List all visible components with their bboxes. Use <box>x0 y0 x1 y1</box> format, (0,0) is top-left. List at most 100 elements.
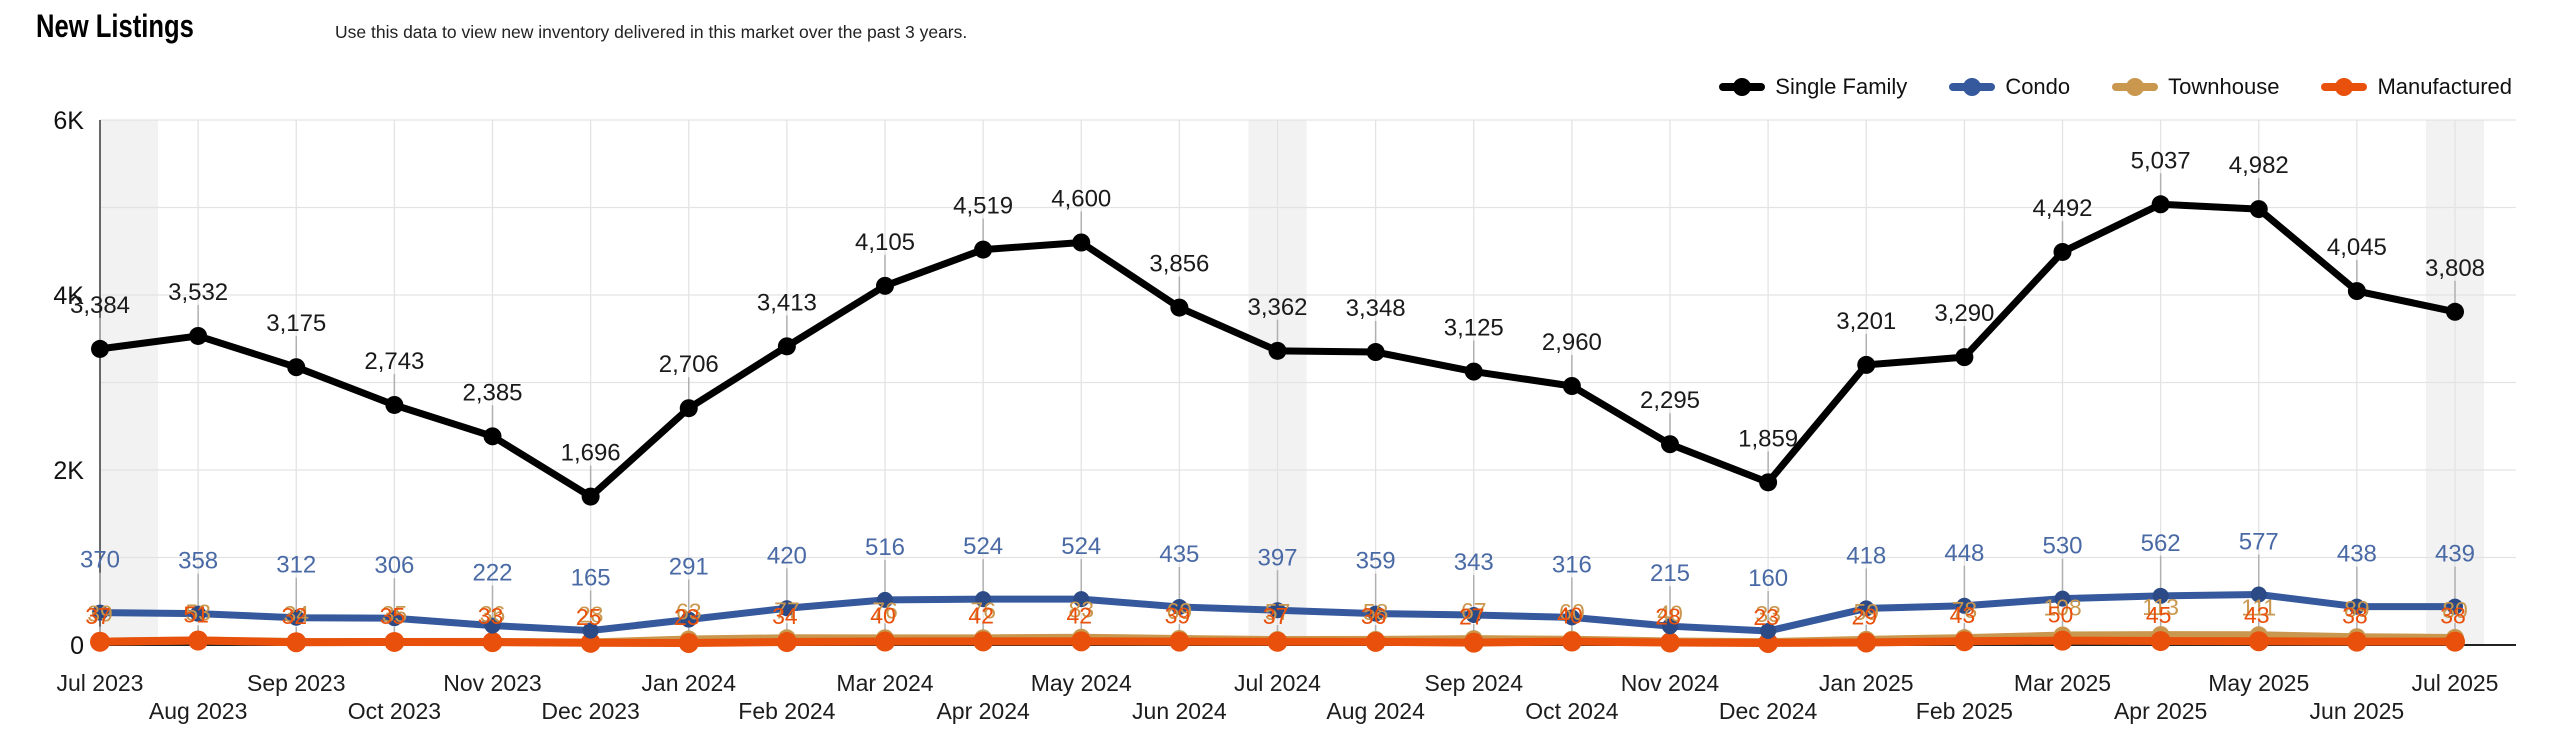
value-label-condo: 358 <box>178 548 218 575</box>
data-point-single-family[interactable] <box>1072 233 1091 252</box>
data-point-condo[interactable] <box>877 591 893 608</box>
data-point-condo[interactable] <box>92 604 108 621</box>
data-point-manufactured[interactable] <box>1660 632 1680 653</box>
data-point-condo[interactable] <box>2152 587 2169 604</box>
data-point-single-family[interactable] <box>1661 435 1679 454</box>
data-point-manufactured[interactable] <box>482 632 503 653</box>
data-point-manufactured[interactable] <box>1954 631 1975 652</box>
data-point-manufactured[interactable] <box>384 631 405 652</box>
data-point-single-family[interactable] <box>679 399 698 418</box>
data-point-single-family[interactable] <box>581 487 600 506</box>
data-point-single-family[interactable] <box>287 358 306 377</box>
data-point-condo[interactable] <box>386 610 403 627</box>
data-point-condo[interactable] <box>1662 618 1678 635</box>
data-point-single-family[interactable] <box>385 395 404 414</box>
data-point-condo[interactable] <box>2348 598 2365 615</box>
data-point-single-family[interactable] <box>1464 362 1483 381</box>
value-label-single-family: 4,600 <box>1051 186 1111 213</box>
data-point-manufactured[interactable] <box>90 631 110 652</box>
data-point-condo[interactable] <box>1563 609 1580 626</box>
data-point-condo[interactable] <box>2054 590 2071 607</box>
page-title: New Listings <box>36 8 194 44</box>
value-label-townhouse: 39 <box>87 601 113 627</box>
data-point-condo[interactable] <box>1760 623 1777 639</box>
data-point-single-family[interactable] <box>1562 377 1581 395</box>
value-label-townhouse: 33 <box>1755 601 1781 627</box>
data-point-single-family[interactable] <box>1366 343 1385 362</box>
data-point-condo[interactable] <box>680 611 697 628</box>
data-point-manufactured[interactable] <box>2346 631 2367 652</box>
data-point-manufactured[interactable] <box>1561 631 1582 652</box>
value-label-condo: 165 <box>571 565 611 592</box>
data-point-condo[interactable] <box>975 591 992 608</box>
legend-item-townhouse[interactable]: Townhouse <box>2112 74 2279 100</box>
data-point-condo[interactable] <box>1858 600 1875 617</box>
data-point-manufactured[interactable] <box>2445 631 2465 652</box>
data-point-manufactured[interactable] <box>188 630 209 651</box>
data-point-manufactured[interactable] <box>1463 632 1484 653</box>
data-point-single-family[interactable] <box>1268 341 1287 360</box>
x-axis-label: Dec 2023 <box>541 698 639 724</box>
data-point-single-family[interactable] <box>91 339 109 358</box>
data-point-single-family[interactable] <box>2151 195 2170 214</box>
data-point-condo[interactable] <box>484 617 501 634</box>
data-point-condo[interactable] <box>778 600 795 617</box>
data-point-single-family[interactable] <box>2249 200 2268 219</box>
data-point-manufactured[interactable] <box>1071 631 1092 652</box>
data-point-single-family[interactable] <box>974 240 993 259</box>
data-point-single-family[interactable] <box>189 326 208 345</box>
value-label-townhouse: 67 <box>1461 598 1487 624</box>
data-point-manufactured[interactable] <box>678 632 699 653</box>
value-label-condo: 524 <box>963 533 1003 560</box>
data-point-condo[interactable] <box>2447 598 2463 615</box>
data-point-manufactured[interactable] <box>1267 631 1288 652</box>
value-label-manufactured: 28 <box>1655 604 1681 630</box>
data-point-single-family[interactable] <box>1857 355 1876 374</box>
x-axis-label: Sep 2023 <box>247 670 345 696</box>
data-point-manufactured[interactable] <box>875 631 895 652</box>
legend-item-manufactured[interactable]: Manufactured <box>2321 74 2512 100</box>
data-point-single-family[interactable] <box>2446 302 2464 321</box>
legend-item-condo[interactable]: Condo <box>1949 74 2070 100</box>
data-point-manufactured[interactable] <box>1365 631 1386 652</box>
data-point-condo[interactable] <box>582 622 599 639</box>
data-point-single-family[interactable] <box>1759 473 1778 492</box>
x-axis-label: Aug 2024 <box>1326 698 1425 724</box>
data-point-manufactured[interactable] <box>973 631 994 652</box>
data-point-manufactured[interactable] <box>2150 631 2171 652</box>
data-point-condo[interactable] <box>1171 598 1188 615</box>
value-label-manufactured: 38 <box>2440 603 2466 629</box>
data-point-single-family[interactable] <box>2347 282 2366 301</box>
x-axis-label: May 2025 <box>2208 670 2309 696</box>
data-point-condo[interactable] <box>1073 591 1090 608</box>
data-point-single-family[interactable] <box>876 276 894 295</box>
data-point-manufactured[interactable] <box>1758 632 1779 653</box>
data-point-single-family[interactable] <box>1170 298 1189 317</box>
data-point-manufactured[interactable] <box>2052 630 2073 651</box>
data-point-condo[interactable] <box>288 609 305 626</box>
data-point-single-family[interactable] <box>1955 348 1974 367</box>
data-point-manufactured[interactable] <box>1856 632 1877 653</box>
data-point-condo[interactable] <box>1956 597 1973 614</box>
legend-item-single-family[interactable]: Single Family <box>1719 74 1907 100</box>
data-point-manufactured[interactable] <box>580 632 601 653</box>
data-point-single-family[interactable] <box>777 337 796 356</box>
data-point-condo[interactable] <box>1269 602 1286 619</box>
value-label-condo: 397 <box>1257 544 1297 571</box>
data-point-condo[interactable] <box>1367 605 1384 622</box>
data-point-manufactured[interactable] <box>1169 631 1190 652</box>
data-point-condo[interactable] <box>1465 606 1482 623</box>
value-label-manufactured: 51 <box>183 602 209 628</box>
data-point-condo[interactable] <box>190 605 207 622</box>
value-label-townhouse: 80 <box>2442 597 2468 623</box>
y-axis-label: 2K <box>53 457 84 485</box>
value-label-single-family: 4,105 <box>855 229 915 256</box>
value-label-manufactured: 32 <box>281 603 307 629</box>
data-point-manufactured[interactable] <box>776 632 797 653</box>
data-point-single-family[interactable] <box>2053 242 2072 261</box>
data-point-single-family[interactable] <box>483 427 502 446</box>
value-label-condo: 435 <box>1159 541 1199 568</box>
data-point-condo[interactable] <box>2250 586 2267 603</box>
data-point-manufactured[interactable] <box>2248 631 2269 652</box>
data-point-manufactured[interactable] <box>286 632 307 653</box>
